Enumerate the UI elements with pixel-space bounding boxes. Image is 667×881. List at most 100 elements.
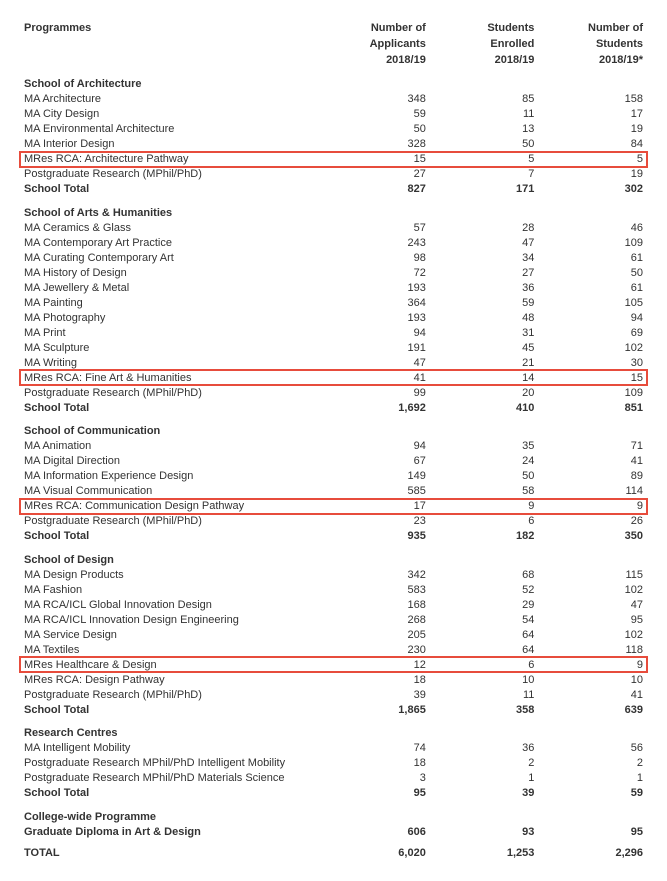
- cell-value: 639: [538, 702, 647, 717]
- cell-name: MA Contemporary Art Practice: [20, 235, 321, 250]
- cell-value: 935: [321, 529, 430, 544]
- school-total-row: School Total1,865358639: [20, 702, 647, 717]
- cell-value: 41: [538, 454, 647, 469]
- cell-value: 24: [430, 454, 539, 469]
- cell-value: 102: [538, 340, 647, 355]
- cell-value: 193: [321, 280, 430, 295]
- cell-name: MA RCA/ICL Innovation Design Engineering: [20, 612, 321, 627]
- cell-value: 28: [430, 220, 539, 235]
- cell-value: 6,020: [321, 839, 430, 861]
- programme-row: MA Visual Communication58558114: [20, 484, 647, 499]
- cell-value: 1,692: [321, 400, 430, 415]
- cell-value: 67: [321, 454, 430, 469]
- cell-value: 84: [538, 137, 647, 152]
- cell-value: 14: [430, 370, 539, 385]
- header-programmes: Programmes: [20, 20, 321, 68]
- cell-value: 9: [538, 499, 647, 514]
- cell-value: 69: [538, 325, 647, 340]
- cell-value: 34: [430, 250, 539, 265]
- header-col2-l1: Students: [430, 20, 539, 36]
- cell-value: 171: [430, 182, 539, 197]
- cell-value: 13: [430, 122, 539, 137]
- cell-value: 94: [321, 439, 430, 454]
- cell-name: MA Digital Direction: [20, 454, 321, 469]
- cell-value: 193: [321, 310, 430, 325]
- cell-value: 1: [538, 771, 647, 786]
- cell-value: 56: [538, 741, 647, 756]
- school-total-row: School Total953959: [20, 786, 647, 801]
- cell-value: 583: [321, 582, 430, 597]
- programme-row: MA Intelligent Mobility743656: [20, 741, 647, 756]
- cell-value: 302: [538, 182, 647, 197]
- cell-name: MRes RCA: Fine Art & Humanities: [20, 370, 321, 385]
- section-title: School of Arts & Humanities: [20, 197, 647, 221]
- cell-value: 19: [538, 167, 647, 182]
- cell-name: MRes Healthcare & Design: [20, 657, 321, 672]
- cell-value: 39: [321, 687, 430, 702]
- cell-name: MA Service Design: [20, 627, 321, 642]
- programme-row: MA City Design591117: [20, 107, 647, 122]
- cell-value: 15: [321, 152, 430, 167]
- cell-name: MA Jewellery & Metal: [20, 280, 321, 295]
- section-header: School of Design: [20, 544, 647, 568]
- school-total-row: School Total935182350: [20, 529, 647, 544]
- cell-name: MA Animation: [20, 439, 321, 454]
- cell-name: Postgraduate Research (MPhil/PhD): [20, 514, 321, 529]
- programme-row: MA Interior Design3285084: [20, 137, 647, 152]
- cell-value: 105: [538, 295, 647, 310]
- programme-row: MA Design Products34268115: [20, 567, 647, 582]
- cell-value: 59: [538, 786, 647, 801]
- cell-value: 328: [321, 137, 430, 152]
- cell-value: 191: [321, 340, 430, 355]
- cell-value: 11: [430, 687, 539, 702]
- cell-name: MA Print: [20, 325, 321, 340]
- programme-row: MA Environmental Architecture501319: [20, 122, 647, 137]
- header-col1-l1: Number of: [321, 20, 430, 36]
- cell-value: 41: [538, 687, 647, 702]
- cell-value: 47: [538, 597, 647, 612]
- cell-value: 21: [430, 355, 539, 370]
- cell-name: MA Design Products: [20, 567, 321, 582]
- programme-row: MA Textiles23064118: [20, 642, 647, 657]
- cell-name: MA Photography: [20, 310, 321, 325]
- cell-name: School Total: [20, 702, 321, 717]
- cell-value: 7: [430, 167, 539, 182]
- programme-row: MA History of Design722750: [20, 265, 647, 280]
- cell-value: 47: [430, 235, 539, 250]
- cell-value: 10: [538, 672, 647, 687]
- cell-value: 358: [430, 702, 539, 717]
- cell-value: 50: [321, 122, 430, 137]
- cell-value: 12: [321, 657, 430, 672]
- programme-row: MRes RCA: Design Pathway181010: [20, 672, 647, 687]
- cell-value: 26: [538, 514, 647, 529]
- programme-row: MA Animation943571: [20, 439, 647, 454]
- section-header: School of Arts & Humanities: [20, 197, 647, 221]
- programme-row: MA Architecture34885158: [20, 92, 647, 107]
- cell-name: Postgraduate Research MPhil/PhD Intellig…: [20, 756, 321, 771]
- cell-value: 6: [430, 514, 539, 529]
- cell-value: 18: [321, 672, 430, 687]
- cell-name: MA Interior Design: [20, 137, 321, 152]
- cell-value: 59: [321, 107, 430, 122]
- cell-value: 72: [321, 265, 430, 280]
- cell-value: 5: [538, 152, 647, 167]
- programme-row: MA Writing472130: [20, 355, 647, 370]
- cell-value: 57: [321, 220, 430, 235]
- cell-value: 59: [430, 295, 539, 310]
- programme-row: MA Contemporary Art Practice24347109: [20, 235, 647, 250]
- cell-name: School Total: [20, 529, 321, 544]
- cell-value: 827: [321, 182, 430, 197]
- cell-value: 1,865: [321, 702, 430, 717]
- school-total-row: School Total1,692410851: [20, 400, 647, 415]
- programmes-table: Programmes Number of Students Number of …: [20, 20, 647, 861]
- header-col3-l1: Number of: [538, 20, 647, 36]
- programme-row: MA Information Experience Design1495089: [20, 469, 647, 484]
- cell-value: 46: [538, 220, 647, 235]
- cell-name: MA Architecture: [20, 92, 321, 107]
- cell-name: MA Painting: [20, 295, 321, 310]
- cell-value: 61: [538, 250, 647, 265]
- cell-name: MRes RCA: Design Pathway: [20, 672, 321, 687]
- programme-row: MRes Healthcare & Design1269: [20, 657, 647, 672]
- cell-value: 95: [321, 786, 430, 801]
- cell-value: 851: [538, 400, 647, 415]
